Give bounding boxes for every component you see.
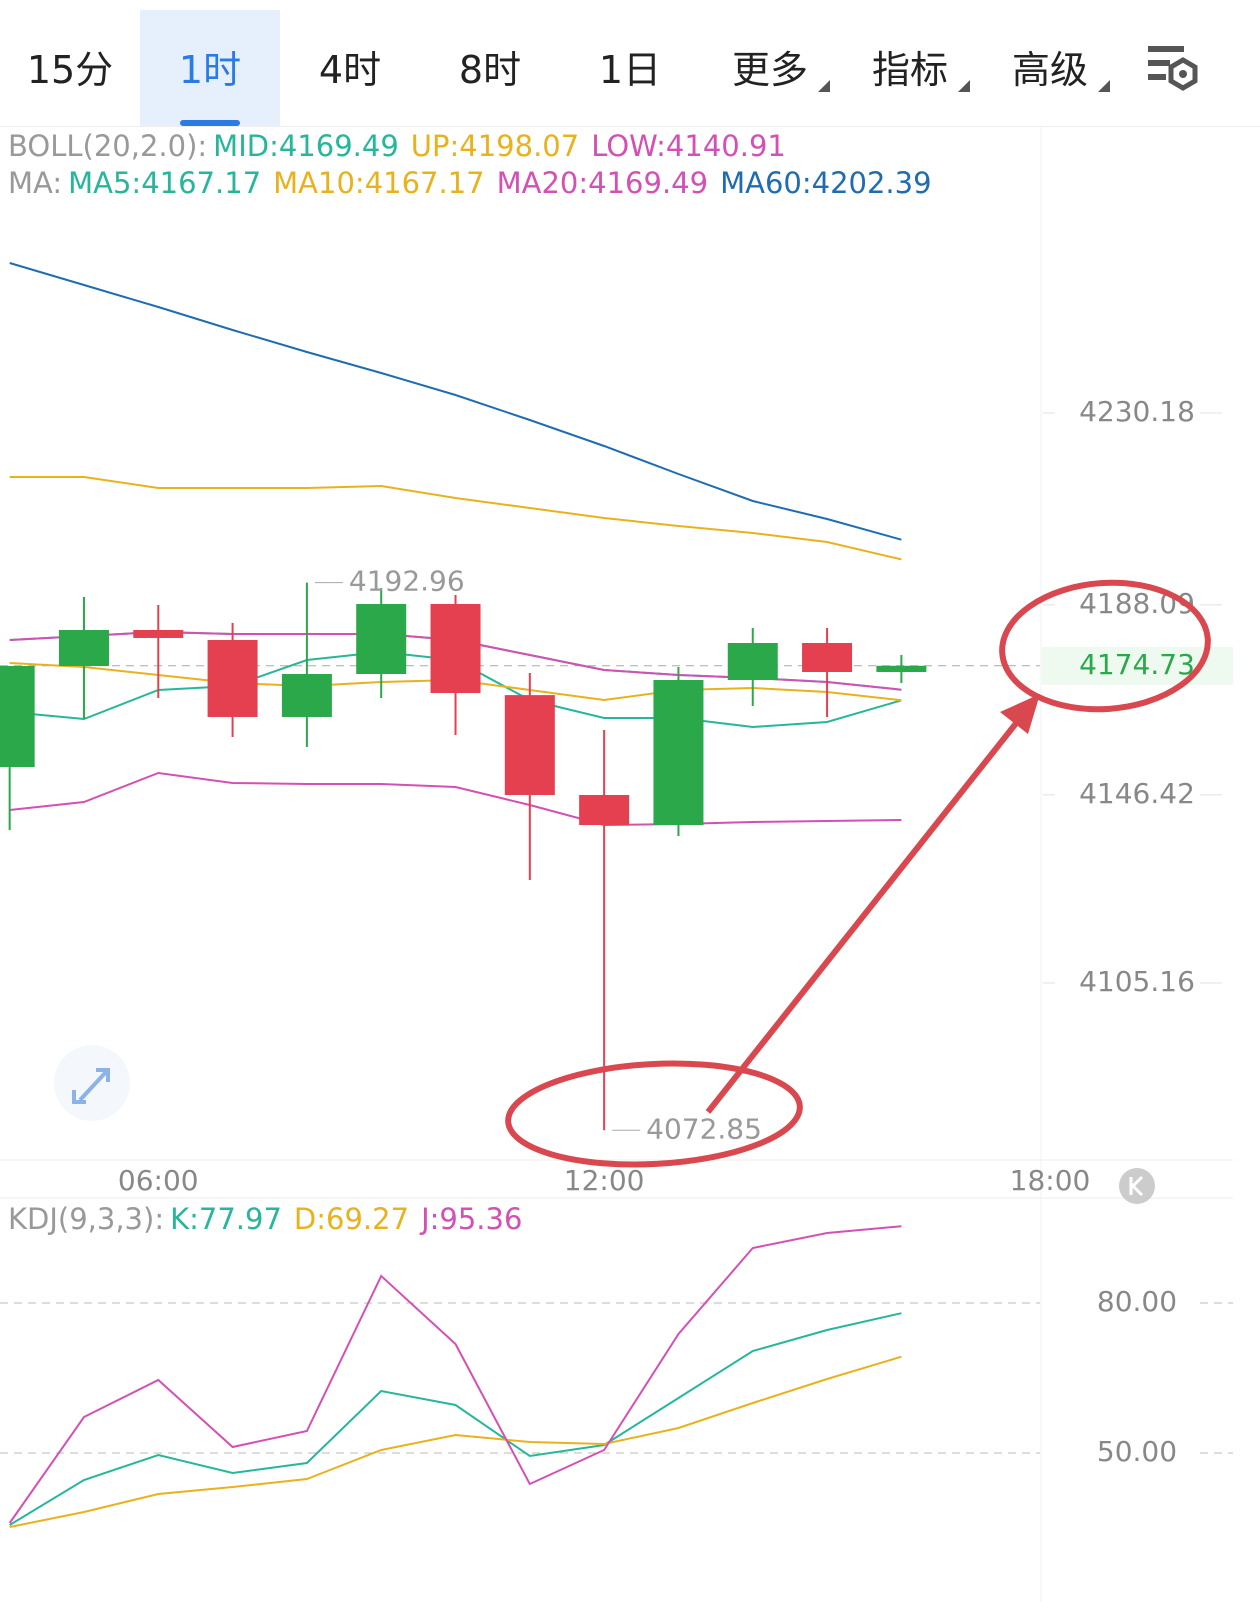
tab[interactable]: 8时 bbox=[458, 48, 522, 92]
y-tick-label: 4146.42 bbox=[1079, 777, 1195, 810]
y-tick-label: 50.00 bbox=[1097, 1435, 1177, 1468]
legend-text: 77.97 bbox=[199, 1202, 282, 1236]
dropdown-marker bbox=[1098, 80, 1110, 92]
candle-body bbox=[653, 680, 704, 825]
candle-body bbox=[802, 642, 853, 672]
candle-body bbox=[58, 630, 109, 666]
current-price-label: 4174.73 bbox=[1079, 648, 1195, 681]
legend-text: 4202.39 bbox=[812, 166, 932, 200]
tab-dropdown[interactable]: 更多 bbox=[731, 48, 808, 92]
tab-selected[interactable]: 1时 bbox=[140, 10, 280, 126]
legend-text: BOLL(20,2.0): bbox=[8, 129, 207, 163]
y-tick-label: 4188.09 bbox=[1079, 587, 1195, 620]
kdj-line bbox=[8, 1225, 902, 1524]
legend-text: 69.27 bbox=[326, 1202, 409, 1236]
candle-body bbox=[430, 604, 481, 694]
annotation bbox=[505, 579, 1211, 1168]
candle-body bbox=[356, 604, 407, 674]
legend-text: KDJ(9,3,3): bbox=[8, 1202, 164, 1236]
legend-text: D: bbox=[294, 1202, 326, 1236]
candle-body bbox=[133, 630, 184, 638]
legend-text: MA: bbox=[8, 166, 62, 200]
x-tick-label: 06:00 bbox=[118, 1164, 199, 1197]
expand-button[interactable] bbox=[54, 1045, 130, 1121]
k-button[interactable] bbox=[1119, 1168, 1155, 1204]
legend-text: MA5: bbox=[68, 166, 141, 200]
tab-bar: 15分 1时 4时 8时 1日 更多 指标 高级 bbox=[0, 0, 1260, 127]
x-tick-label: 12:00 bbox=[564, 1164, 645, 1197]
candle-body bbox=[281, 673, 332, 717]
candle-body bbox=[504, 695, 555, 795]
tab-dropdown[interactable]: 高级 bbox=[1011, 48, 1088, 92]
legend-text: MA60: bbox=[720, 166, 812, 200]
x-tick-label: 18:00 bbox=[1010, 1164, 1091, 1197]
extreme-label: 4072.85 bbox=[646, 1112, 762, 1145]
ma-line bbox=[9, 262, 902, 541]
tab[interactable]: 1日 bbox=[598, 48, 662, 92]
legend-text: 4169.49 bbox=[588, 166, 708, 200]
candle-body bbox=[579, 794, 630, 825]
boll-line bbox=[9, 476, 902, 561]
legend-text: 4167.17 bbox=[365, 166, 485, 200]
tab[interactable]: 4时 bbox=[318, 48, 382, 92]
tab[interactable]: 15分 bbox=[26, 48, 114, 92]
legend-text: LOW: bbox=[591, 129, 666, 163]
extreme-label: 4192.96 bbox=[349, 565, 465, 598]
candle-body bbox=[0, 665, 35, 768]
legend-text: 4167.17 bbox=[141, 166, 261, 200]
kdj-line bbox=[9, 1355, 902, 1528]
y-tick-label: 4105.16 bbox=[1079, 965, 1195, 998]
dropdown-marker bbox=[818, 80, 830, 92]
tab-dropdown[interactable]: 指标 bbox=[871, 48, 948, 92]
candle-body bbox=[876, 665, 927, 672]
legend-text: 4169.49 bbox=[279, 129, 399, 163]
y-tick-label: 4230.18 bbox=[1079, 395, 1195, 428]
legend-text: 4140.91 bbox=[666, 129, 786, 163]
settings-icon[interactable] bbox=[1145, 42, 1205, 102]
legend-text: K: bbox=[170, 1202, 199, 1236]
legend-text: 4198.07 bbox=[459, 129, 579, 163]
legend-text: MA20: bbox=[497, 166, 589, 200]
candle-body bbox=[207, 639, 258, 717]
legend-text: 95.36 bbox=[439, 1202, 522, 1236]
dropdown-marker bbox=[958, 80, 970, 92]
boll-line bbox=[9, 771, 902, 827]
legend-text: UP: bbox=[411, 129, 459, 163]
candle-body bbox=[727, 642, 778, 681]
legend-text: J: bbox=[419, 1202, 439, 1236]
legend-text: MA10: bbox=[273, 166, 365, 200]
kdj-line bbox=[9, 1312, 902, 1526]
legend-text: MID: bbox=[213, 129, 279, 163]
y-tick-label: 80.00 bbox=[1097, 1285, 1177, 1318]
